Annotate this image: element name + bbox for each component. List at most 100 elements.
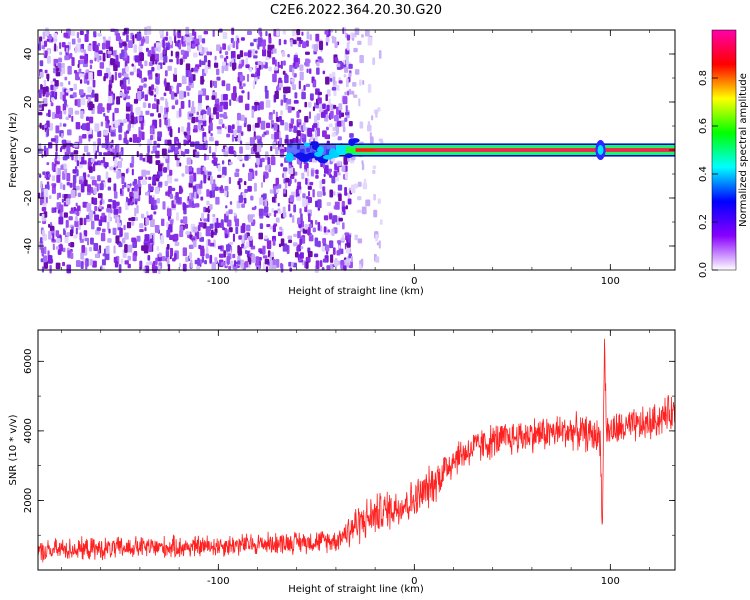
noise-cell xyxy=(307,101,312,108)
noise-cell xyxy=(114,71,117,81)
noise-cell xyxy=(373,209,378,218)
noise-cell xyxy=(167,65,172,71)
noise-cell xyxy=(330,231,334,235)
noise-cell xyxy=(372,165,377,169)
noise-cell xyxy=(322,191,326,196)
noise-cell xyxy=(323,226,327,233)
noise-cell xyxy=(265,266,269,273)
noise-cell xyxy=(194,38,200,45)
noise-cell xyxy=(214,186,219,191)
noise-cell xyxy=(166,208,172,217)
noise-cell xyxy=(357,40,362,46)
noise-cell xyxy=(46,147,49,156)
noise-cell xyxy=(257,37,263,43)
noise-cell xyxy=(269,226,273,230)
noise-cell xyxy=(332,247,336,255)
noise-cell xyxy=(244,261,249,268)
noise-cell xyxy=(149,186,154,191)
noise-cell xyxy=(315,260,320,270)
noise-cell xyxy=(246,241,250,248)
noise-cell xyxy=(215,111,220,120)
noise-cell xyxy=(209,136,214,142)
noise-cell xyxy=(97,175,101,182)
noise-cell xyxy=(262,61,266,65)
noise-cell xyxy=(175,99,179,105)
noise-cell xyxy=(97,193,103,199)
noise-cell xyxy=(97,138,101,146)
noise-cell xyxy=(307,251,313,258)
noise-cell xyxy=(43,259,46,263)
noise-cell xyxy=(344,171,348,180)
noise-cell xyxy=(141,131,145,141)
noise-cell xyxy=(328,29,331,37)
noise-cell xyxy=(283,211,287,218)
noise-cell xyxy=(300,246,304,250)
noise-cell xyxy=(310,169,314,177)
noise-cell xyxy=(259,31,263,37)
noise-cell xyxy=(156,79,160,85)
noise-cell xyxy=(346,262,350,268)
noise-cell xyxy=(101,212,106,217)
noise-cell xyxy=(319,58,324,63)
noise-cell xyxy=(344,187,347,196)
noise-cell xyxy=(290,39,293,47)
noise-cell xyxy=(337,184,343,191)
noise-cell xyxy=(138,46,143,52)
noise-cell xyxy=(226,133,231,138)
noise-cell xyxy=(53,33,58,39)
noise-cell xyxy=(212,231,217,236)
noise-cell xyxy=(338,245,341,249)
noise-cell xyxy=(342,126,346,133)
noise-cell xyxy=(235,40,239,50)
noise-cell xyxy=(261,133,265,138)
noise-cell xyxy=(203,55,208,63)
noise-cell xyxy=(85,69,90,74)
noise-cell xyxy=(61,139,66,144)
noise-cell xyxy=(253,77,258,82)
noise-cell xyxy=(336,63,341,67)
noise-cell xyxy=(280,238,285,247)
noise-cell xyxy=(289,123,294,129)
noise-cell xyxy=(48,195,52,199)
noise-cell xyxy=(252,136,255,145)
noise-cell xyxy=(334,114,339,122)
noise-cell xyxy=(293,73,297,78)
noise-cell xyxy=(79,232,82,241)
noise-cell xyxy=(98,219,103,226)
x-tick-label: -100 xyxy=(207,276,230,287)
noise-cell xyxy=(282,206,286,214)
noise-cell xyxy=(238,133,242,143)
noise-cell xyxy=(160,235,165,244)
noise-cell xyxy=(149,218,155,228)
noise-cell xyxy=(174,146,179,154)
noise-cell xyxy=(254,103,258,112)
noise-cell xyxy=(51,97,55,102)
noise-cell xyxy=(344,67,349,73)
noise-cell xyxy=(192,29,195,36)
noise-cell xyxy=(47,49,51,55)
noise-cell xyxy=(63,163,67,170)
noise-cell xyxy=(277,184,282,189)
noise-cell xyxy=(128,40,133,48)
noise-cell xyxy=(108,228,111,234)
noise-cell xyxy=(207,60,211,67)
snr-ylabel: SNR (10 * v/v) xyxy=(8,414,19,485)
noise-cell xyxy=(275,217,280,223)
noise-cell xyxy=(68,216,73,221)
noise-cell xyxy=(228,227,233,233)
noise-cell xyxy=(354,234,358,241)
noise-cell xyxy=(151,66,155,72)
noise-cell xyxy=(362,80,365,85)
x-tick-label: 100 xyxy=(601,276,620,287)
noise-cell xyxy=(215,196,220,205)
noise-cell xyxy=(322,186,325,192)
noise-cell xyxy=(119,39,123,44)
noise-cell xyxy=(304,224,308,230)
noise-cell xyxy=(186,157,192,165)
noise-cell xyxy=(129,183,132,187)
noise-cell xyxy=(120,258,124,264)
noise-cell xyxy=(165,119,168,126)
noise-cell xyxy=(114,158,118,167)
noise-cell xyxy=(104,215,107,223)
noise-cell xyxy=(118,206,122,214)
